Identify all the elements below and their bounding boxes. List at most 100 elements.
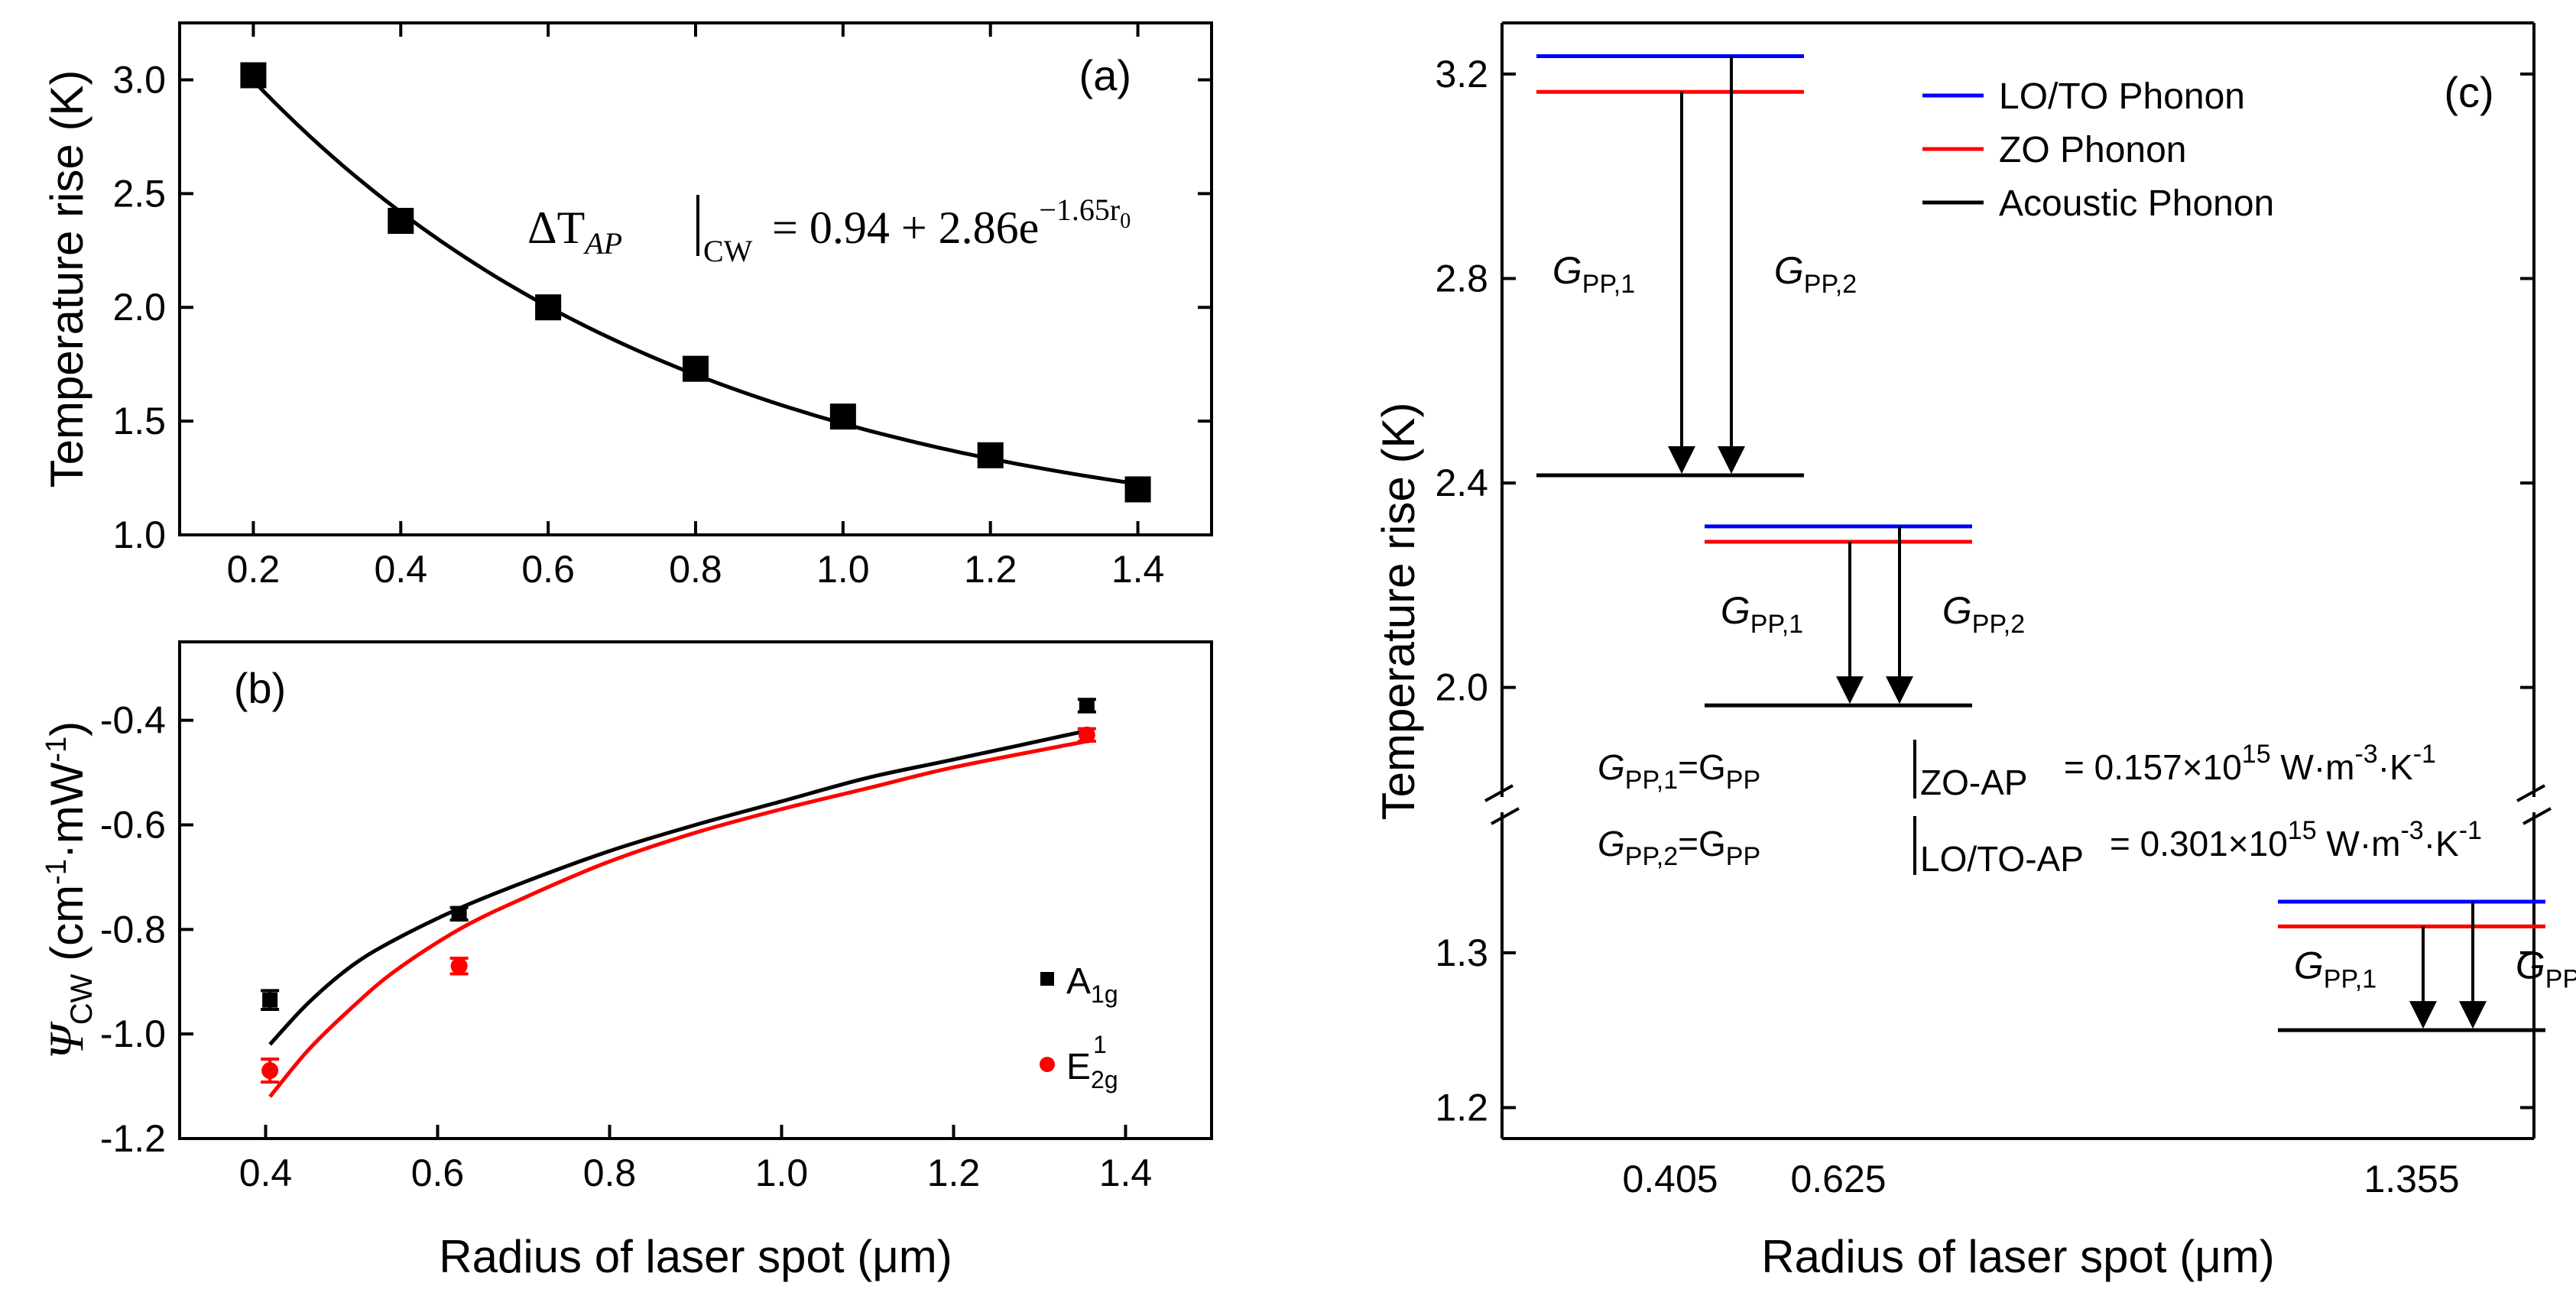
note1-lhs-sub: PP,1: [1625, 766, 1678, 795]
y-tick-label: -1.2: [100, 1117, 166, 1160]
panel-b-fits: [268, 728, 1088, 1098]
note1-unit-exp1: -3: [2354, 740, 2377, 769]
y-tick-label: -0.4: [100, 699, 166, 742]
y-tick-label: -0.6: [100, 803, 166, 846]
svg-text:= 0.301×1015 W·m-3·K-1: = 0.301×1015 W·m-3·K-1: [2110, 816, 2482, 863]
legend-marker-a1g: [1040, 972, 1054, 986]
x-tick-label: 0.4: [375, 548, 428, 591]
panel-a-equation: ΔTAP CW = 0.94 + 2.86e−1.65r0: [527, 193, 1131, 268]
svg-text:ΔTAP: ΔTAP: [527, 202, 622, 261]
note1-unit: W·m: [2271, 747, 2355, 787]
g-sub: PP,2: [1972, 610, 2025, 639]
x-tick-label: 0.4: [239, 1152, 293, 1194]
g-main: G: [1942, 589, 1972, 632]
note2-unit-exp1: -3: [2400, 816, 2423, 845]
panel-c-legend: LO/TO Phonon ZO Phonon Acoustic Phonon: [1922, 76, 2274, 224]
panel-a-label: (a): [1079, 51, 1131, 99]
eq-lhs: ΔT: [527, 202, 585, 253]
legend-label: ZO Phonon: [1999, 130, 2186, 170]
svg-text:A1g: A1g: [1066, 961, 1118, 1008]
panel-c-levels: [1536, 53, 2545, 1032]
data-point: [683, 355, 709, 382]
g-main: G: [1721, 589, 1750, 632]
panel-b-ylabel-exp2: -1: [41, 737, 73, 763]
note1-value: = 0.157×10: [2064, 747, 2242, 787]
y-tick-label: 1.2: [1435, 1086, 1488, 1129]
data-point: [240, 62, 267, 89]
panel-c-ylabel: Temperature rise (K): [1373, 403, 1424, 821]
panel-b-ylabel-exp1: -1: [41, 859, 73, 885]
panel-b-legend: A1g E2g 1: [1040, 961, 1118, 1093]
data-point: [1079, 698, 1095, 714]
note1-unit2: ·K: [2378, 747, 2413, 787]
panel-a: 0.2 0.4 0.6 0.8 1.0 1.2 1.4 1.0 1.5 2.0 2.5 3.0 (a)…: [41, 21, 1213, 591]
x-tick-label: 0.2: [227, 548, 281, 591]
axis-break-mark: [2516, 784, 2545, 802]
x-tick-label: 1.0: [755, 1152, 809, 1194]
x-tick-label: 1.4: [1099, 1152, 1153, 1194]
x-tick-label: 0.8: [669, 548, 722, 591]
x-tick-label: 0.8: [583, 1152, 637, 1194]
note1-mid: =G: [1678, 747, 1726, 787]
y-tick-label: -1.0: [100, 1012, 166, 1055]
fit-curve: [268, 739, 1088, 1098]
y-tick-label: 2.0: [112, 286, 166, 329]
eq-exponent-sub: 0: [1120, 209, 1131, 233]
y-tick-label: -0.8: [100, 908, 166, 951]
panel-b-ylabel-sub: CW: [65, 973, 99, 1025]
g-main: G: [2516, 944, 2545, 986]
g-sub: PP,2: [2545, 964, 2576, 993]
legend-label: LO/TO Phonon: [1999, 76, 2245, 117]
panel-c-xlabel: Radius of laser spot (μm): [1761, 1231, 2274, 1282]
y-tick-label: 3.0: [112, 58, 166, 101]
axis-break-mark: [1491, 807, 1520, 825]
g-pp2-label: GPP,2: [2516, 944, 2576, 993]
eq-rhs: = 0.94 + 2.86e: [772, 202, 1039, 253]
axis-break-mark: [2522, 807, 2552, 825]
panel-b-ylabel-unit2: ·mW: [41, 762, 92, 859]
legend-a1g-sub: 1g: [1091, 980, 1118, 1008]
data-point: [262, 992, 278, 1008]
note2-value-exp: 15: [2288, 816, 2317, 845]
note1-value-exp: 15: [2242, 740, 2271, 769]
legend-e2g-sup: 1: [1093, 1031, 1107, 1058]
data-point: [450, 957, 468, 975]
svg-text:ΨCW (cm-1·mW-1): ΨCW (cm-1·mW-1): [39, 721, 99, 1059]
g-pp2-label: GPP,2: [1942, 589, 2025, 639]
panel-a-points: [240, 62, 1151, 503]
eq-lhs-sub: AP: [582, 226, 622, 261]
x-tick-label: 1.0: [816, 548, 870, 591]
eq-exponent: −1.65r: [1039, 193, 1120, 227]
arrow-head: [1718, 446, 1745, 475]
panel-c-ticks: 0.405 0.625 1.355 2.0 2.4 2.8 3.2 1.2 1.3: [1435, 53, 2534, 1200]
y-tick-label: 2.8: [1435, 257, 1488, 300]
note2-unit: W·m: [2317, 824, 2401, 863]
y-tick-label: 2.5: [112, 172, 166, 215]
legend-marker-e2g: [1040, 1057, 1055, 1072]
panel-a-fit-curve: [251, 79, 1138, 486]
panel-b-points: [261, 698, 1096, 1084]
g-pp1-label: GPP,1: [1721, 589, 1803, 639]
fit-curve: [268, 728, 1088, 1046]
data-point: [451, 905, 467, 922]
note1-lhs: G: [1598, 747, 1625, 787]
data-point: [977, 442, 1004, 468]
note1-unit-exp2: -1: [2413, 740, 2436, 769]
data-point: [829, 403, 856, 430]
panel-a-ylabel: Temperature rise (K): [41, 70, 92, 488]
note2-bar-sub: LO/TO-AP: [1920, 839, 2084, 879]
svg-text:GPP,1=GPP: GPP,1=GPP: [1598, 747, 1760, 795]
note2-mid-sub: PP: [1726, 842, 1760, 871]
x-tick-label: 0.405: [1622, 1158, 1718, 1200]
panel-a-frame: [178, 21, 1213, 536]
x-tick-label: 0.6: [521, 548, 575, 591]
y-tick-label: 1.5: [112, 400, 166, 442]
g-sub: PP,1: [1582, 270, 1635, 299]
panel-b-label: (b): [234, 664, 286, 712]
arrow-head: [2459, 1001, 2487, 1029]
y-tick-label: 3.2: [1435, 53, 1488, 96]
arrow-head: [1836, 676, 1864, 705]
svg-text:= 0.157×1015 W·m-3·K-1: = 0.157×1015 W·m-3·K-1: [2064, 740, 2436, 787]
